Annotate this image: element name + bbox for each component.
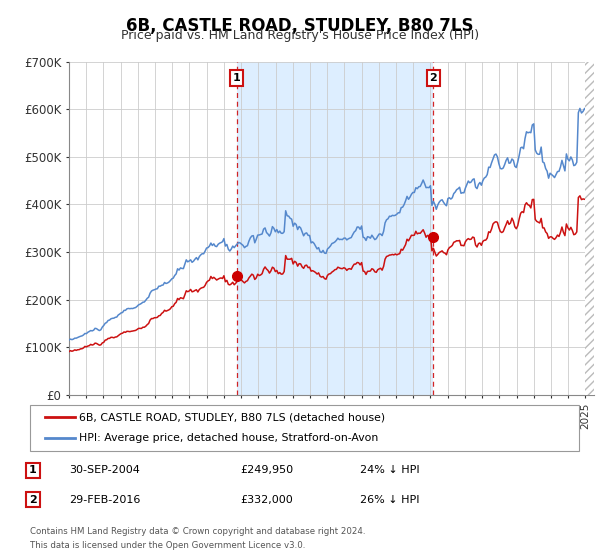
Text: 6B, CASTLE ROAD, STUDLEY, B80 7LS: 6B, CASTLE ROAD, STUDLEY, B80 7LS [126,17,474,35]
Text: 2: 2 [430,73,437,83]
Bar [237,62,433,395]
Text: 29-FEB-2016: 29-FEB-2016 [69,494,140,505]
Text: This data is licensed under the Open Government Licence v3.0.: This data is licensed under the Open Gov… [30,541,305,550]
Text: HPI: Average price, detached house, Stratford-on-Avon: HPI: Average price, detached house, Stra… [79,433,379,444]
Text: 1: 1 [29,465,37,475]
Bar [586,62,594,395]
Text: £332,000: £332,000 [240,494,293,505]
Text: 6B, CASTLE ROAD, STUDLEY, B80 7LS (detached house): 6B, CASTLE ROAD, STUDLEY, B80 7LS (detac… [79,412,385,422]
Text: 1: 1 [233,73,241,83]
Text: 30-SEP-2004: 30-SEP-2004 [69,465,140,475]
Text: 24% ↓ HPI: 24% ↓ HPI [360,465,419,475]
Text: £249,950: £249,950 [240,465,293,475]
Text: Price paid vs. HM Land Registry's House Price Index (HPI): Price paid vs. HM Land Registry's House … [121,29,479,42]
Text: 2: 2 [29,494,37,505]
Text: Contains HM Land Registry data © Crown copyright and database right 2024.: Contains HM Land Registry data © Crown c… [30,528,365,536]
Text: 26% ↓ HPI: 26% ↓ HPI [360,494,419,505]
